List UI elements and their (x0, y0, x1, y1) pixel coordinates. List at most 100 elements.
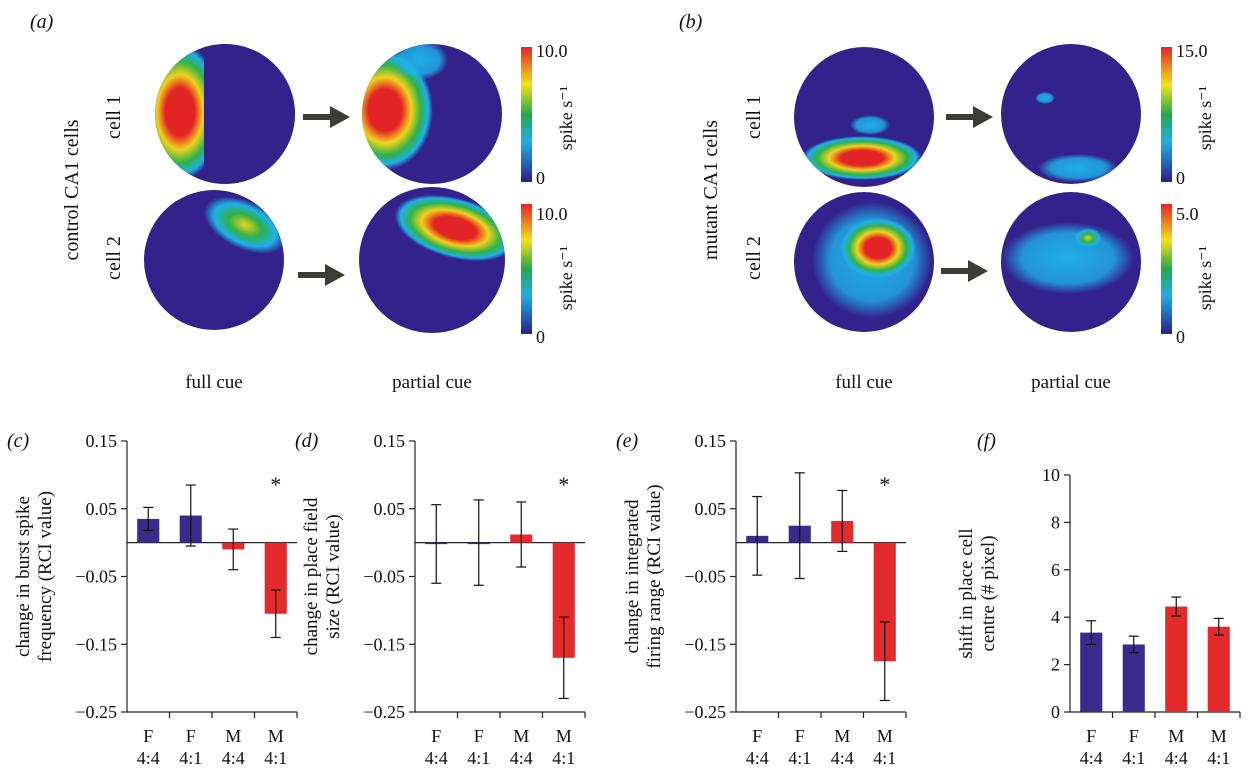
y-tick-label: −0.25 (363, 702, 405, 722)
col-label-a-full: full cue (185, 372, 243, 393)
y-tick-label: −0.25 (75, 702, 117, 722)
bar (264, 542, 287, 614)
category-label: F (1086, 726, 1096, 746)
panel-label: (f) (977, 430, 996, 452)
rate-map-b-cell2-full (794, 192, 934, 332)
colorbar-b-cell1: 15.0 0 spike s⁻¹ (1161, 41, 1215, 188)
category-label: M (513, 726, 529, 746)
rate-map-a-cell2-full (144, 190, 284, 330)
colorbar-a-cell1-min: 0 (536, 168, 545, 188)
y-tick-label: 0.05 (86, 499, 118, 519)
panel-b-label: (b) (679, 11, 703, 33)
category-label: 4:4 (746, 748, 769, 768)
panel-label: (d) (295, 430, 319, 452)
category-label: 4:4 (425, 748, 448, 768)
rate-map-a-cell2-partial (359, 187, 505, 333)
arrow-a-cell1 (303, 106, 350, 128)
chart-f: (f) 10 8 6 4 2 0 shift in place cellcentre (# p… (956, 430, 1241, 768)
y-axis-label-line: size (RCI value) (323, 514, 344, 639)
category-label: M (834, 726, 850, 746)
category-label: M (1211, 726, 1227, 746)
panel-a-cell1-label: cell 1 (103, 95, 125, 139)
bar (552, 542, 575, 658)
bar (1165, 606, 1188, 712)
y-tick-label: 6 (1051, 560, 1060, 580)
significance-asterisk: * (558, 472, 569, 497)
colorbar-b-cell1-unit: spike s⁻¹ (1195, 86, 1215, 150)
category-label: F (1129, 726, 1139, 746)
panel-b: (b) mutant CA1 cells cell 1 cell 2 (679, 11, 1215, 393)
y-tick-label: 8 (1051, 512, 1060, 532)
y-tick-label: −0.25 (684, 702, 726, 722)
significance-asterisk: * (270, 472, 281, 497)
y-tick-label: 10 (1042, 465, 1060, 485)
panel-a-cell2-label: cell 2 (103, 236, 125, 280)
rate-map-b-cell2-partial (1001, 192, 1141, 332)
y-axis-label-line: centre (# pixel) (978, 535, 999, 651)
category-label: M (268, 726, 284, 746)
category-label: 4:1 (788, 748, 811, 768)
panel-label: (e) (616, 430, 639, 452)
category-label: M (556, 726, 572, 746)
colorbar-a-cell2-unit: spike s⁻¹ (556, 246, 576, 310)
y-tick-label: −0.15 (363, 634, 405, 654)
colorbar-a-cell1-unit: spike s⁻¹ (556, 86, 576, 150)
y-tick-label: 0 (1051, 702, 1060, 722)
category-label: 4:4 (137, 748, 160, 768)
colorbar-a-cell2-max: 10.0 (536, 204, 568, 224)
bar-charts: (c) 0.15 0.05 −0.05 −0.15 −0.25 change in burs… (7, 430, 1241, 768)
bar (1122, 644, 1145, 712)
panel-a-label: (a) (30, 11, 54, 33)
colorbar-b-cell2-max: 5.0 (1176, 204, 1199, 224)
category-label: F (752, 726, 762, 746)
y-tick-label: 4 (1051, 607, 1060, 627)
y-axis-label: change in place fieldsize (RCI value) (301, 497, 344, 655)
chart-e: (e) 0.15 0.05 −0.05 −0.15 −0.25 change in inte… (616, 430, 907, 768)
category-label: M (1168, 726, 1184, 746)
y-axis-label-line: change in place field (301, 497, 322, 655)
y-tick-label: −0.15 (684, 634, 726, 654)
col-label-a-partial: partial cue (392, 372, 472, 393)
category-label: 4:1 (264, 748, 287, 768)
y-tick-label: −0.05 (684, 567, 726, 587)
y-tick-label: 0.15 (374, 431, 406, 451)
colorbar-b-cell1-min: 0 (1176, 168, 1185, 188)
y-axis-label: change in burst spikefrequency (RCI valu… (13, 491, 56, 662)
y-axis-label-line: change in burst spike (13, 496, 34, 657)
y-axis-label: shift in place cellcentre (# pixel) (956, 528, 999, 658)
colorbar-b-cell2: 5.0 0 spike s⁻¹ (1161, 204, 1215, 347)
colorbar-b-cell2-min: 0 (1176, 327, 1185, 347)
category-label: 4:4 (510, 748, 533, 768)
y-tick-label: −0.05 (363, 567, 405, 587)
panel-a: (a) control CA1 cells cell 1 cell 2 (30, 11, 576, 393)
colorbar-a-cell2: 10.0 0 spike s⁻¹ (521, 204, 576, 347)
y-tick-label: 0.15 (695, 431, 727, 451)
y-axis-label-line: change in integrated (622, 499, 643, 654)
category-label: 4:1 (179, 748, 202, 768)
category-label: 4:1 (552, 748, 575, 768)
y-tick-label: −0.15 (75, 634, 117, 654)
category-label: 4:4 (222, 748, 245, 768)
bar (1080, 632, 1103, 712)
y-axis-label-line: frequency (RCI value) (35, 491, 56, 662)
y-tick-label: 2 (1051, 655, 1060, 675)
category-label: 4:4 (1080, 748, 1103, 768)
panel-b-row-title: mutant CA1 cells (700, 120, 722, 260)
category-label: M (877, 726, 893, 746)
panel-b-cell1-label: cell 1 (743, 95, 765, 139)
category-label: F (474, 726, 484, 746)
category-label: 4:1 (873, 748, 896, 768)
significance-asterisk: * (879, 472, 890, 497)
y-tick-label: 0.05 (695, 499, 727, 519)
rate-map-b-cell1-full (794, 47, 934, 187)
col-label-b-full: full cue (835, 372, 893, 393)
rate-map-b-cell1-partial (1001, 44, 1141, 184)
y-axis-label-line: shift in place cell (956, 528, 977, 658)
colorbar-a-cell1: 10.0 0 spike s⁻¹ (521, 41, 576, 188)
arrow-b-cell1 (946, 106, 993, 128)
y-tick-label: 0.05 (374, 499, 406, 519)
colorbar-a-cell2-min: 0 (536, 327, 545, 347)
panel-b-cell2-label: cell 2 (743, 236, 765, 280)
arrow-a-cell2 (298, 264, 345, 286)
